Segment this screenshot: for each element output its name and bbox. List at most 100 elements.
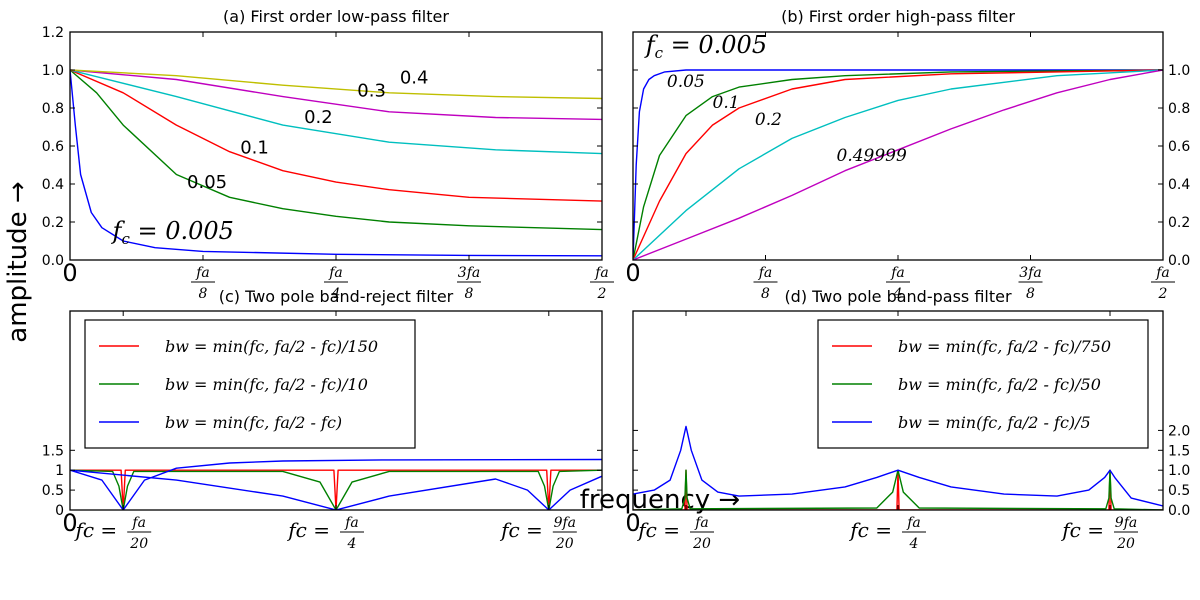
ytick-label-0-1: 0.2 — [42, 215, 64, 231]
legend-3: bw = min(fc, fa/2 - fc)/750 bw = min(fc, … — [817, 319, 1149, 449]
xtick-label-1-4: fa 2 — [1151, 265, 1175, 302]
ytick-label-2-1: 0.5 — [42, 483, 64, 499]
xtick-label-1-0: 0 — [625, 259, 640, 287]
series-line-0-3 — [70, 69, 602, 155]
series-line-0-5 — [70, 69, 602, 100]
svg-text:fa: fa — [594, 265, 609, 281]
svg-text:8: 8 — [465, 286, 474, 302]
series-line-1-2 — [633, 69, 1163, 260]
xtick-label-3-0-text: 0 — [625, 509, 640, 537]
ytick-label-3-4: 2.0 — [1168, 423, 1190, 439]
svg-text:8: 8 — [1026, 286, 1035, 302]
svg-text:fc =: fc = — [636, 518, 680, 542]
svg-text:9fa: 9fa — [1115, 515, 1137, 531]
xtick-label-2-2: fc = fa 4 — [286, 515, 364, 552]
svg-text:3fa: 3fa — [458, 265, 480, 281]
ytick-label-3-3: 1.5 — [1168, 443, 1190, 459]
ytick-label-0-4: 0.8 — [42, 101, 64, 117]
svg-text:fc =: fc = — [499, 518, 543, 542]
legend-label-2-0: bw = min(fc, fa/2 - fc)/150 — [165, 337, 378, 356]
svg-text:4: 4 — [331, 286, 341, 302]
annotation-0-2: 0.1 — [240, 138, 269, 159]
xtick-label-1-1: fa 8 — [753, 265, 778, 302]
legend-label-3-0: bw = min(fc, fa/2 - fc)/750 — [898, 337, 1111, 356]
series-line-1-1 — [633, 69, 1163, 260]
xtick-label-3-0: 0 — [625, 509, 640, 537]
chart-title-1: (b) First order high-pass filter — [781, 7, 1015, 26]
series-line-2-2 — [70, 458, 602, 510]
charts: (a) First order low-pass filter 0.0 0.2 0.4… — [42, 7, 1191, 552]
xtick-label-2-3: fc = 9fa 20 — [499, 515, 577, 552]
svg-text:fa: fa — [344, 515, 359, 531]
svg-text:fc =: fc = — [1060, 518, 1104, 542]
series-line-0-0 — [70, 69, 602, 257]
series-group-2 — [70, 458, 602, 510]
svg-text:8: 8 — [761, 286, 770, 302]
xtick-label-3-1: fc = fa 20 — [636, 515, 714, 552]
series-line-1-3 — [633, 69, 1163, 260]
svg-text:8: 8 — [199, 286, 208, 302]
ytick-label-0-6: 1.2 — [42, 25, 64, 41]
xtick-label-2-0-text: 0 — [62, 509, 77, 537]
xtick-label-3-2: fc = fa 4 — [848, 515, 926, 552]
series-line-0-1 — [70, 69, 602, 231]
chart-panel-2: (c) Two pole band-reject filter 0 0.5 1 1.5 0… — [42, 287, 603, 552]
xtick-label-2-1: fc = fa 20 — [73, 515, 152, 552]
series-group-1 — [633, 69, 1163, 260]
svg-text:fa: fa — [1155, 265, 1170, 281]
annotation-1-1: 0.05 — [667, 72, 705, 92]
svg-text:fa: fa — [890, 265, 905, 281]
annotation-0-3: 0.2 — [304, 107, 333, 128]
ytick-label-1-1: 0.2 — [1168, 215, 1190, 231]
chart-panel-3: (d) Two pole band-pass filter 0.0 0.5 1.0 1.… — [625, 287, 1190, 552]
xtick-label-2-0: 0 — [62, 509, 77, 537]
ytick-label-1-2: 0.4 — [1168, 177, 1190, 193]
ytick-label-3-2: 1.0 — [1168, 463, 1190, 479]
ytick-label-0-5: 1.0 — [42, 63, 64, 79]
xtick-label-0-2: fa 4 — [324, 265, 348, 302]
series-line-0-4 — [70, 69, 602, 121]
xtick-label-1-2: fa 4 — [886, 265, 910, 302]
svg-text:4: 4 — [347, 536, 357, 552]
svg-text:2: 2 — [1158, 286, 1168, 302]
xtick-label-0-0-text: 0 — [62, 259, 77, 287]
legend-label-2-2: bw = min(fc, fa/2 - fc) — [165, 413, 342, 432]
svg-text:20: 20 — [1116, 536, 1135, 552]
svg-text:fc =: fc = — [848, 518, 892, 542]
svg-text:fa: fa — [328, 265, 343, 281]
ytick-label-0-0: 0.0 — [42, 253, 64, 269]
chart-panel-1: (b) First order high-pass filter 0.0 0.2 0.… — [625, 7, 1190, 302]
legend-box-2 — [84, 319, 416, 449]
xtick-label-0-4: fa 2 — [590, 265, 614, 302]
legend-box-3 — [817, 319, 1149, 449]
chart-title-0: (a) First order low-pass filter — [223, 7, 449, 26]
series-line-1-4 — [633, 69, 1163, 260]
series-line-2-1 — [70, 469, 602, 510]
ytick-label-0-3: 0.6 — [42, 139, 64, 155]
svg-text:20: 20 — [129, 536, 148, 552]
svg-text:2: 2 — [597, 286, 607, 302]
series-line-2-3 — [70, 469, 602, 510]
series-line-3-2 — [633, 425, 1163, 507]
svg-text:4: 4 — [909, 536, 919, 552]
chart-title-2: (c) Two pole band-reject filter — [219, 287, 454, 306]
legend-label-3-1: bw = min(fc, fa/2 - fc)/50 — [898, 375, 1101, 394]
svg-text:3fa: 3fa — [1019, 265, 1041, 281]
annotation-1-2: 0.1 — [713, 93, 740, 113]
ytick-label-2-2: 1 — [55, 463, 64, 479]
svg-text:fa: fa — [195, 265, 210, 281]
legend-label-3-2: bw = min(fc, fa/2 - fc)/5 — [898, 413, 1091, 432]
chart-title-3: (d) Two pole band-pass filter — [784, 287, 1012, 306]
ytick-label-2-3: 1.5 — [42, 443, 64, 459]
svg-text:20: 20 — [555, 536, 574, 552]
svg-text:fa: fa — [906, 515, 921, 531]
svg-text:fa: fa — [758, 265, 773, 281]
ytick-label-3-1: 0.5 — [1168, 483, 1190, 499]
ytick-label-1-5: 1.0 — [1168, 63, 1190, 79]
ytick-label-1-3: 0.6 — [1168, 139, 1190, 155]
xtick-label-0-0: 0 — [62, 259, 77, 287]
series-line-1-0 — [633, 69, 1163, 260]
